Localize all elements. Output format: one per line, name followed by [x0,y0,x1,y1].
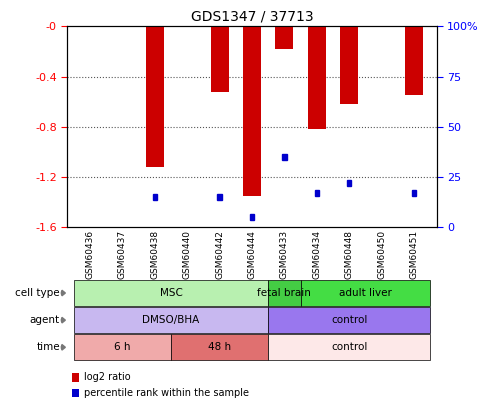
Bar [153,194,157,200]
Bar [275,26,293,49]
Text: adult liver: adult liver [339,288,392,298]
Bar [250,214,254,220]
Bar [340,26,358,104]
Text: time: time [36,342,60,352]
Bar [314,190,319,196]
Text: log2 ratio: log2 ratio [84,373,130,382]
Text: DMSO/BHA: DMSO/BHA [142,315,200,325]
Text: control: control [331,342,367,352]
Bar [308,26,326,129]
Title: GDS1347 / 37713: GDS1347 / 37713 [191,10,313,24]
Text: agent: agent [30,315,60,325]
Bar [405,26,423,96]
Text: fetal brain: fetal brain [257,288,311,298]
Text: cell type: cell type [15,288,60,298]
Bar [218,194,222,200]
Text: control: control [331,315,367,325]
Text: 6 h: 6 h [114,342,131,352]
Text: MSC: MSC [160,288,183,298]
Text: percentile rank within the sample: percentile rank within the sample [84,388,249,398]
Bar [211,26,229,92]
Bar [243,26,261,196]
Bar [282,154,286,160]
Bar [146,26,164,167]
Bar [412,190,416,196]
Bar [347,180,351,186]
Text: 48 h: 48 h [208,342,231,352]
